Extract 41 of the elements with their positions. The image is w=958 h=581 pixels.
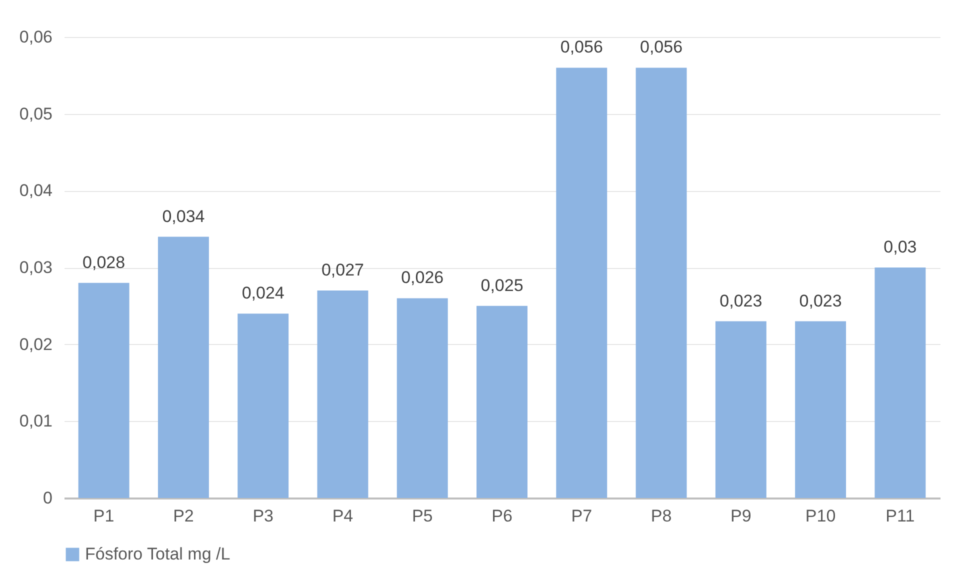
data-label: 0,03 [884,238,917,256]
legend-label: Fósforo Total mg /L [85,544,230,564]
data-label: 0,024 [242,284,284,303]
data-label: 0,023 [720,291,762,310]
x-tick-label: P5 [412,506,433,526]
bar [396,298,448,498]
x-tick-label: P3 [252,506,274,526]
y-tick-label: 0,05 [19,104,52,124]
x-tick-label: P2 [173,506,194,526]
bar [476,306,528,498]
x-tick-label: P10 [805,506,836,526]
data-label: 0,034 [162,206,205,226]
data-label: 0,028 [82,252,126,272]
y-tick-label: 0,04 [19,181,52,200]
y-tick-label: 0,01 [19,412,52,431]
bar [238,314,289,498]
bar [636,68,687,498]
data-label: 0,056 [560,38,603,57]
bar [78,282,130,498]
data-label: 0,025 [480,276,524,295]
x-tick-label: P6 [492,506,512,526]
data-label: 0,023 [799,291,842,310]
bar [158,236,209,498]
x-tick-label: P7 [571,506,592,526]
y-tick-label: 0,03 [19,258,52,277]
bar [556,68,608,498]
data-label: 0,056 [640,38,683,57]
y-tick-label: 0 [43,488,52,508]
x-tick-label: P4 [332,506,354,526]
x-tick-label: P11 [886,506,915,526]
data-label: 0,027 [321,260,364,280]
data-label: 0,026 [401,268,444,288]
x-tick-label: P9 [730,506,752,526]
y-tick-label: 0,02 [19,334,52,354]
bar [795,321,846,498]
bar [715,321,766,498]
bar [874,268,926,498]
x-tick-label: P1 [93,506,114,526]
bar [317,290,368,498]
y-tick-label: 0,06 [19,28,52,46]
x-tick-label: P8 [650,506,672,526]
